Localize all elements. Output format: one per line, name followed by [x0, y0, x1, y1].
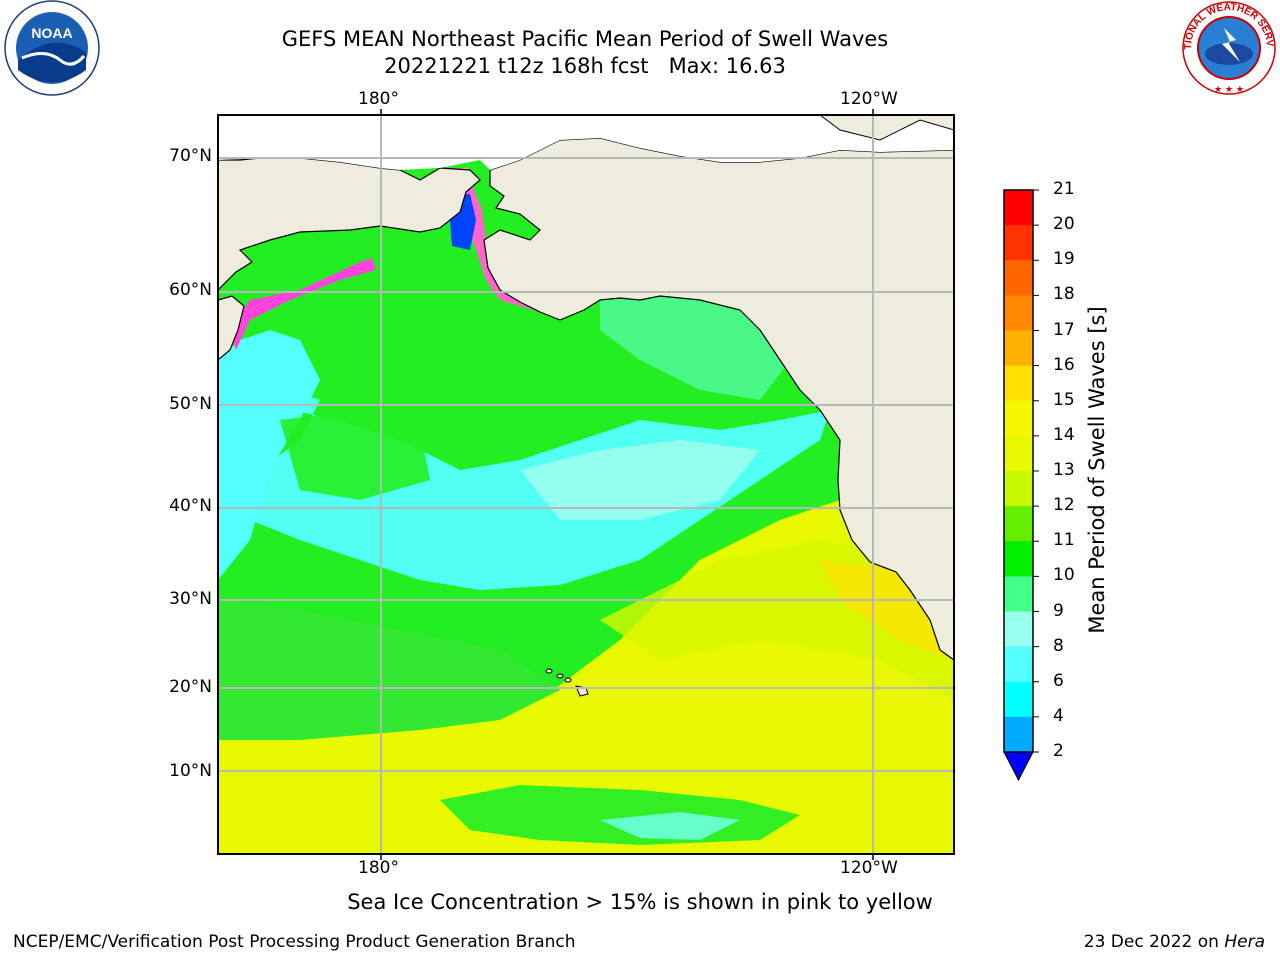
colorbar-tick-label: 14: [1053, 424, 1075, 445]
lat-label: 70°N: [169, 146, 212, 166]
lat-label: 20°N: [169, 677, 212, 697]
colorbar-tick-label: 9: [1053, 600, 1064, 621]
footer-host: Hera: [1224, 932, 1265, 952]
chart-title: GEFS MEAN Northeast Pacific Mean Period …: [281, 27, 889, 51]
colorbar-segment: [1004, 646, 1033, 683]
lat-label: 40°N: [169, 496, 212, 516]
svg-text:★ ★ ★: ★ ★ ★: [1214, 85, 1244, 95]
colorbar-segment: [1004, 576, 1033, 612]
colorbar-segment: [1004, 365, 1033, 402]
colorbar-segment: [1004, 330, 1033, 367]
colorbar-tick-label: 10: [1053, 565, 1075, 586]
sea-ice-note: Sea Ice Concentration > 15% is shown in …: [347, 890, 933, 914]
colorbar-segment: [1004, 611, 1033, 648]
colorbar-tick-label: 18: [1053, 284, 1075, 305]
colorbar-segment: [1004, 435, 1033, 472]
sea-ice-margin: [230, 258, 376, 350]
colorbar-segment: [1004, 295, 1033, 331]
map-area: [218, 115, 954, 854]
colorbar-tick-label: 19: [1053, 249, 1075, 270]
colorbar-title: Mean Period of Swell Waves [s]: [1085, 306, 1109, 634]
graticule: [218, 115, 954, 854]
colorbar-extend-arrow: [1003, 751, 1034, 782]
lon-label-bottom: 120°W: [840, 858, 898, 878]
footer-date: 23 Dec 2022 on Hera: [1084, 932, 1265, 952]
colorbar-segment: [1004, 681, 1033, 718]
colorbar-segment: [1004, 260, 1033, 296]
colorbar-tick-label: 6: [1053, 670, 1064, 691]
lon-label-bottom: 180°: [358, 858, 399, 878]
footer-credit: NCEP/EMC/Verification Post Processing Pr…: [13, 932, 576, 952]
colorbar-segment: [1004, 190, 1033, 226]
colorbar-tick-label: 13: [1053, 460, 1075, 480]
colorbar-tick-label: 21: [1053, 179, 1075, 199]
chart-subtitle: 20221221 t12z 168h fcst Max: 16.63: [384, 54, 786, 78]
colorbar-tick-label: 17: [1053, 319, 1075, 340]
lon-label-top: 120°W: [840, 89, 898, 109]
colorbar-segment: [1004, 716, 1033, 753]
noaa-logo: NOAA: [4, 0, 100, 96]
nws-logo: NATIONAL WEATHER SERVICE ★ ★ ★: [1178, 0, 1276, 95]
arctic-ocean: [218, 115, 954, 170]
lat-label: 30°N: [169, 589, 212, 609]
map-frame: [217, 114, 955, 855]
colorbar-segment: [1004, 541, 1033, 577]
colorbar-segment: [1004, 471, 1033, 507]
lat-label: 10°N: [169, 761, 212, 781]
colorbar-segment: [1004, 506, 1033, 542]
lon-label-top: 180°: [358, 89, 399, 109]
colorbar-tick-label: 15: [1053, 389, 1075, 410]
colorbar-tick-label: 12: [1053, 495, 1075, 516]
lat-label: 60°N: [169, 280, 212, 300]
svg-text:NOAA: NOAA: [31, 25, 72, 41]
colorbar-tick-label: 20: [1053, 214, 1075, 235]
colorbar-tick-label: 8: [1053, 635, 1064, 656]
colorbar-tick-label: 16: [1053, 354, 1075, 375]
colorbar-tick-label: 2: [1053, 741, 1064, 761]
colorbar-tick-label: 4: [1053, 705, 1064, 726]
colorbar-segment: [1004, 225, 1033, 261]
colorbar: [1003, 189, 1039, 782]
colorbar-tick-label: 11: [1053, 530, 1075, 551]
colorbar-segment: [1004, 400, 1033, 437]
lat-label: 50°N: [169, 394, 212, 414]
footer-date-text: 23 Dec 2022 on: [1083, 932, 1225, 952]
